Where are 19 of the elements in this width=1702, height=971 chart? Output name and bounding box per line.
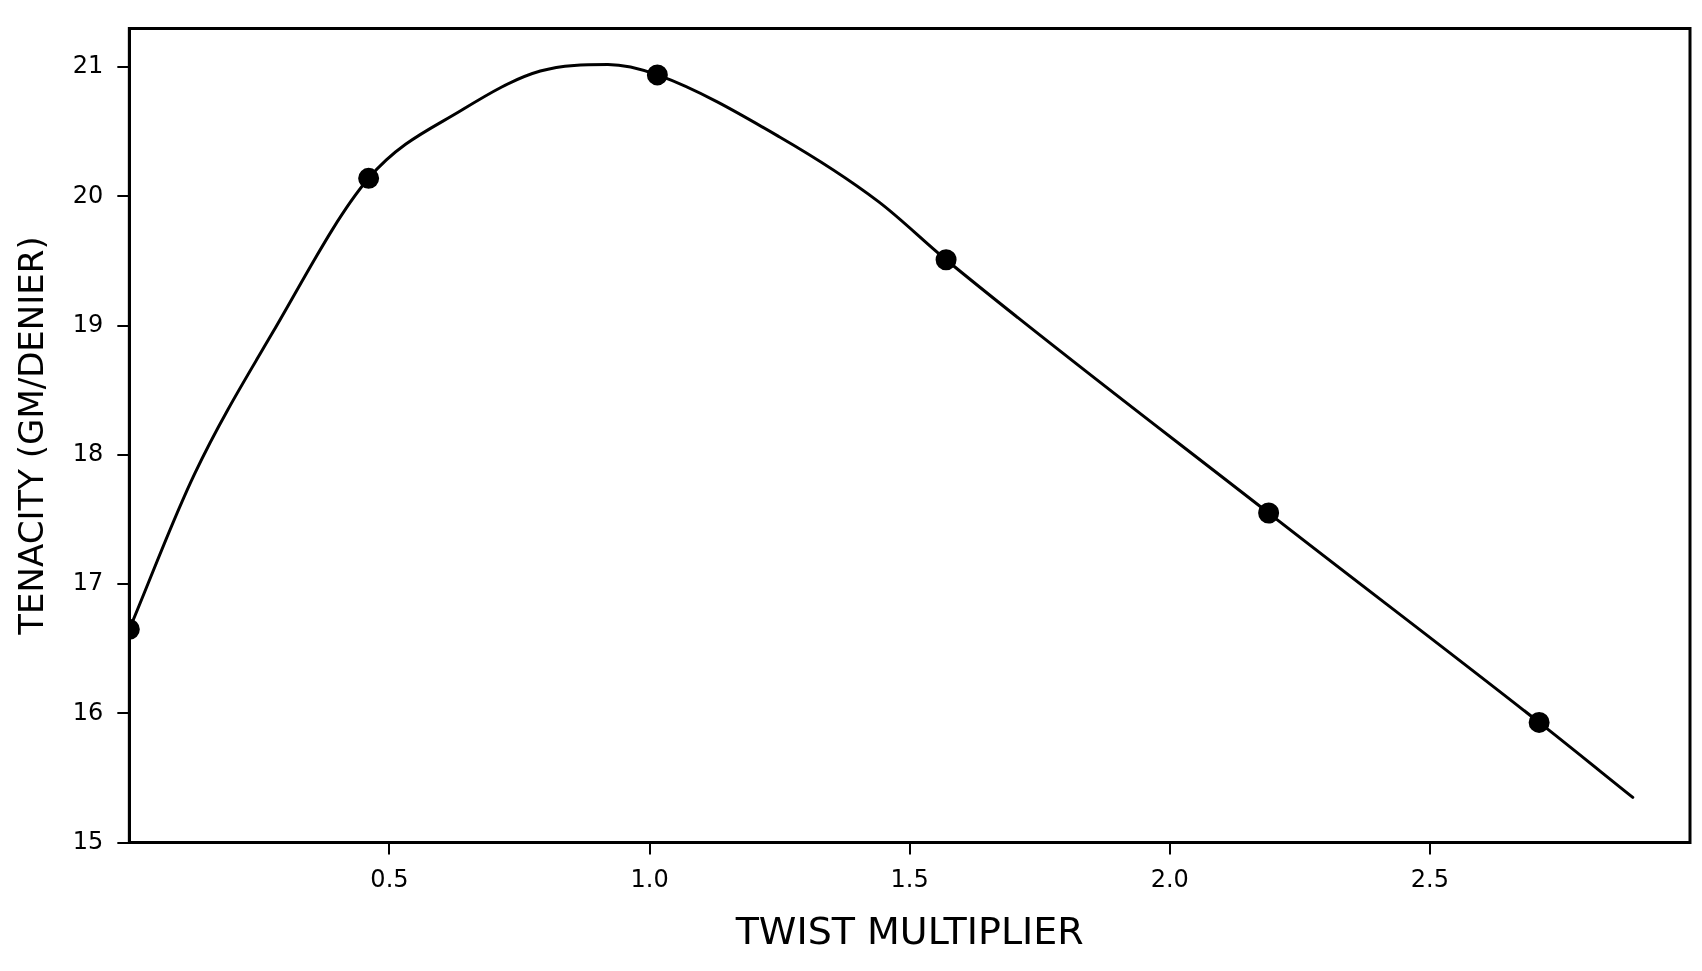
y-tick-label: 18 — [72, 439, 104, 468]
x-tick-label: 1.0 — [630, 865, 669, 894]
point — [646, 64, 668, 86]
x-tick-label: 2.5 — [1410, 865, 1449, 894]
x-tick-label: 0.5 — [370, 865, 409, 894]
y-tick-label: 19 — [72, 309, 104, 338]
y-tick-label: 16 — [72, 697, 104, 726]
y-tick-label: 17 — [72, 568, 104, 597]
x-axis-title: TWIST MULTIPLIER — [734, 909, 1084, 954]
point — [358, 167, 380, 189]
y-tick-label: 21 — [72, 51, 104, 80]
x-tick-label: 1.5 — [890, 865, 929, 894]
y-axis-title: TENACITY (GM/DENIER) — [11, 236, 52, 636]
point — [1258, 502, 1280, 524]
point — [935, 249, 957, 271]
y-tick-label: 20 — [72, 180, 104, 209]
point — [1528, 711, 1550, 733]
y-tick-label: 15 — [72, 826, 104, 855]
x-tick-label: 2.0 — [1150, 865, 1189, 894]
